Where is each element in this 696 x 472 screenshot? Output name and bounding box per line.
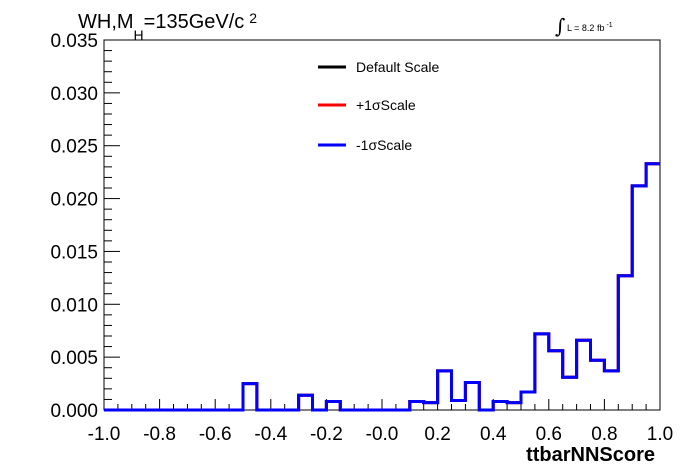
y-tick-label: 0.020 bbox=[50, 190, 98, 211]
x-tick-label: -0.8 bbox=[143, 424, 176, 445]
x-tick-label: -0.2 bbox=[310, 424, 343, 445]
luminosity-label: L = 8.2 fb -1 bbox=[567, 22, 613, 33]
y-tick-label: 0.010 bbox=[50, 295, 98, 316]
legend-label-plus1sigma: +1σScale bbox=[356, 97, 416, 113]
x-tick-label: 0.2 bbox=[424, 424, 450, 445]
title-process: WH,M bbox=[78, 11, 134, 33]
x-tick-label: 1.0 bbox=[647, 424, 673, 445]
x-axis-title: ttbarNNScore bbox=[526, 444, 655, 466]
y-axis: 0.000 0.005 0.010 0.015 0.020 0.025 0.030 0.035 bbox=[50, 31, 120, 422]
x-tick-label: -0.6 bbox=[199, 424, 232, 445]
y-tick-label: 0.000 bbox=[50, 401, 98, 422]
x-tick-label: 0.8 bbox=[591, 424, 617, 445]
title-mass: =135GeV/c bbox=[144, 11, 245, 33]
luminosity-value: L = 8.2 fb bbox=[567, 23, 604, 33]
y-tick-label: 0.035 bbox=[50, 31, 98, 52]
luminosity-integral-sign: ∫ bbox=[555, 14, 565, 38]
plot-title: WH,MH=135GeV/c 2 bbox=[78, 10, 257, 43]
x-tick-label: -1.0 bbox=[88, 424, 121, 445]
luminosity-exponent: -1 bbox=[606, 22, 612, 29]
x-tick-label: -0.0 bbox=[366, 424, 399, 445]
y-tick-label: 0.025 bbox=[50, 137, 98, 158]
x-tick-label: 0.6 bbox=[536, 424, 562, 445]
y-tick-label: 0.015 bbox=[50, 242, 98, 263]
title-superscript: 2 bbox=[249, 10, 257, 26]
x-tick-label: -0.4 bbox=[254, 424, 287, 445]
series-line-2 bbox=[104, 162, 660, 412]
series-lines bbox=[104, 162, 660, 412]
title-subscript: H bbox=[134, 27, 144, 43]
y-tick-label: 0.030 bbox=[50, 84, 98, 105]
legend-label-minus1sigma: -1σScale bbox=[356, 137, 412, 153]
legend-label-default: Default Scale bbox=[356, 59, 439, 75]
y-tick-label: 0.005 bbox=[50, 348, 98, 369]
x-axis: -1.0 -0.8 -0.6 -0.4 -0.2 -0.0 0.2 0.4 0.6 0.8 1.0 bbox=[88, 399, 673, 445]
legend: Default Scale +1σScale -1σScale bbox=[318, 59, 439, 153]
x-tick-label: 0.4 bbox=[480, 424, 507, 445]
